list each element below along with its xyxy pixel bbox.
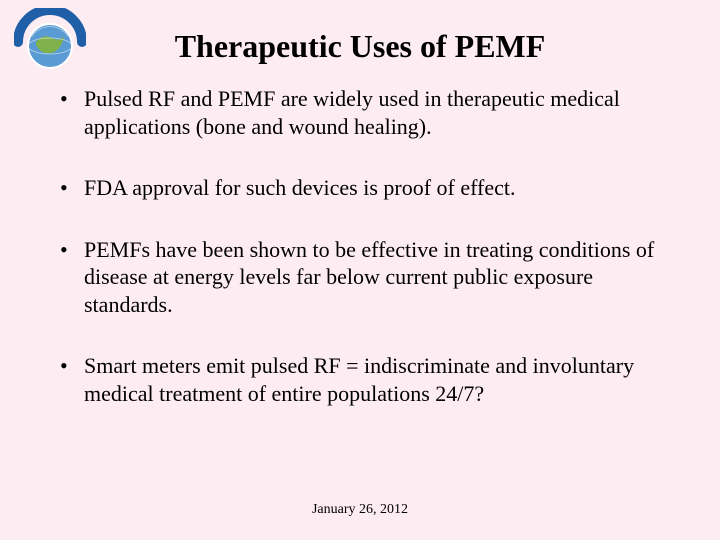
logo-badge (14, 8, 86, 72)
footer-date: January 26, 2012 (0, 502, 720, 518)
bullet-item: Smart meters emit pulsed RF = indiscrimi… (60, 352, 670, 407)
bullet-item: PEMFs have been shown to be effective in… (60, 236, 670, 319)
bullet-list: Pulsed RF and PEMF are widely used in th… (0, 85, 720, 407)
bioinitiative-logo-icon (14, 8, 86, 72)
slide-title: Therapeutic Uses of PEMF (0, 0, 720, 85)
bullet-item: Pulsed RF and PEMF are widely used in th… (60, 85, 670, 140)
bullet-item: FDA approval for such devices is proof o… (60, 174, 670, 202)
